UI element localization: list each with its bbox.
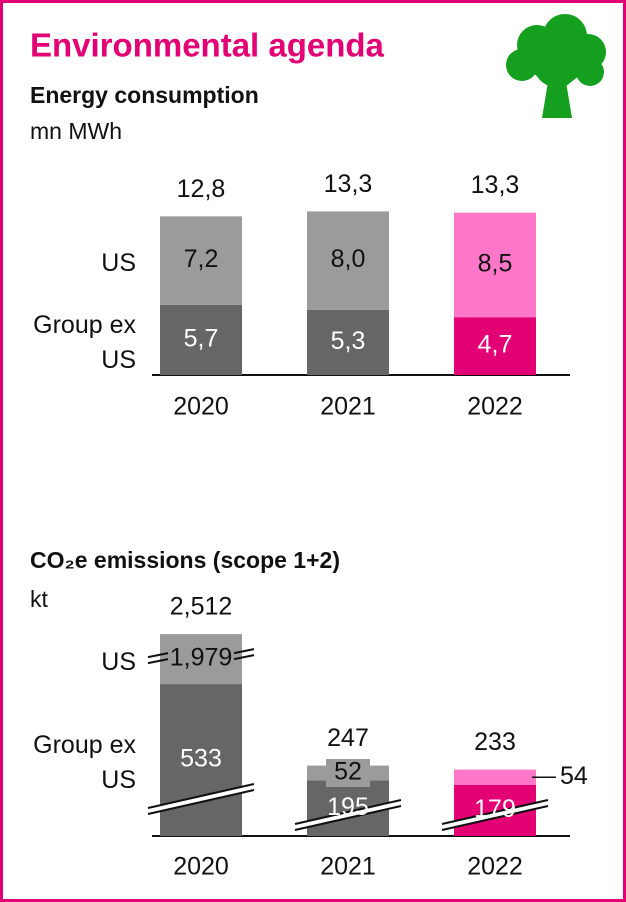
total-label: 13,3: [324, 170, 373, 198]
unit-label: kt: [30, 586, 49, 612]
axis-break: [295, 800, 401, 830]
legend-label: US: [101, 249, 136, 278]
value-label: 8,5: [478, 250, 513, 278]
axis-break-line: [147, 658, 169, 665]
axis-break-line: [441, 805, 549, 831]
tree-icon: [506, 14, 606, 118]
x-tick-label: 2022: [467, 393, 523, 421]
page-title: Environmental agenda: [30, 27, 385, 64]
bar-segment: [160, 684, 242, 836]
value-label: 8,0: [331, 245, 366, 273]
value-label: 5,7: [184, 325, 219, 353]
axis-break-line: [294, 805, 402, 831]
value-label: 4,7: [478, 331, 513, 359]
x-tick-label: 2021: [320, 853, 376, 881]
label-box: [326, 759, 370, 788]
value-label: 54: [560, 762, 588, 790]
value-label: 179: [474, 795, 516, 823]
value-label: 1,979: [170, 644, 233, 672]
chart-title: CO₂e emissions (scope 1+2): [30, 547, 340, 573]
bar-segment: [160, 216, 242, 305]
value-label: 195: [327, 793, 369, 821]
axis-break-line: [147, 652, 169, 659]
x-tick-label: 2022: [467, 853, 523, 881]
total-label: 12,8: [177, 175, 226, 203]
x-tick-label: 2021: [320, 393, 376, 421]
value-label: 52: [334, 758, 362, 786]
x-tick-label: 2020: [173, 393, 229, 421]
total-label: 2,512: [170, 593, 233, 621]
axis-break-line: [233, 648, 255, 655]
total-label: 13,3: [471, 171, 520, 199]
bar-segment: [160, 634, 242, 685]
bar-segment: [307, 309, 389, 375]
value-label: 7,2: [184, 245, 219, 273]
total-label: 233: [474, 728, 516, 756]
bar-segment: [454, 212, 536, 318]
value-label: 5,3: [331, 327, 366, 355]
axis-break-line: [441, 799, 549, 825]
legend-label: Group ex US: [33, 731, 136, 795]
axis-break-line: [233, 654, 255, 661]
bar-segment: [454, 769, 536, 785]
value-label: 533: [180, 745, 222, 773]
axis-break: [442, 800, 548, 830]
axis-break: [148, 784, 254, 814]
axis-break-line: [147, 789, 255, 815]
x-tick-label: 2020: [173, 853, 229, 881]
chart-title: Energy consumption: [30, 82, 259, 108]
bar-segment: [160, 304, 242, 375]
bar-segment: [454, 317, 536, 375]
chart-canvas: Environmental agenda Energy consumption m…: [30, 14, 606, 881]
legend-label: US: [101, 647, 136, 676]
total-label: 247: [327, 724, 369, 752]
legend-label: Group ex US: [33, 310, 136, 374]
bar-segment: [307, 211, 389, 310]
axis-break-line: [147, 783, 255, 809]
unit-label: mn MWh: [30, 118, 122, 144]
axis-break-line: [294, 799, 402, 825]
